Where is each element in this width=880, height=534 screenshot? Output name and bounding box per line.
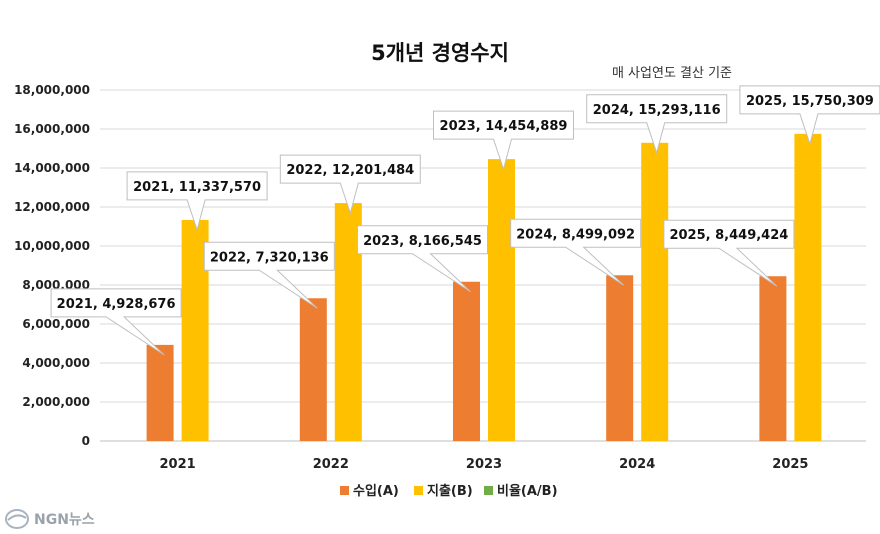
y-tick-label: 16,000,000 [14,122,90,136]
data-label-box [279,154,421,215]
data-label-box [663,219,795,287]
bar [606,275,634,441]
bar [453,281,480,441]
legend-label: 비율(A/B) [497,483,558,499]
legend-label: 지출(B) [427,483,473,499]
bar [299,298,327,441]
legend: 수입(A) 지출(B) 비율(A/B) [340,483,558,499]
bar [146,344,174,441]
data-label-box [586,94,728,155]
x-tick-label: 2021 [160,457,196,472]
data-label-box [510,218,642,286]
data-label-box [357,225,488,293]
bar [488,159,515,441]
chart-title: 5개년 경영수지 [371,41,509,65]
y-tick-label: 10,000,000 [14,239,90,253]
data-label: 2022, 7,320,136 [210,250,329,265]
y-tick-label: 14,000,000 [14,161,90,175]
legend-swatch [340,486,349,495]
x-axis: 2021 2022 2023 2024 2025 [160,457,809,472]
bar [794,133,822,442]
data-labels: 2021, 4,928,676 2021, 11,337,570 2022, 7,3… [50,85,880,356]
x-tick-label: 2022 [313,457,349,472]
x-tick-label: 2025 [772,457,808,472]
data-label: 2023, 8,166,545 [363,234,482,249]
data-label-box [126,171,268,232]
y-tick-label: 2,000,000 [22,395,90,409]
data-label-box [203,241,335,309]
data-label: 2021, 4,928,676 [57,297,176,312]
data-label-box [433,110,574,171]
data-label: 2025, 15,750,309 [746,94,874,109]
data-label: 2022, 12,201,484 [286,163,414,178]
y-tick-label: 4,000,000 [22,356,90,370]
data-label-box [50,288,182,356]
y-axis: 02,000,0004,000,0006,000,0008,000,00010,… [14,83,90,448]
data-label: 2024, 15,293,116 [593,103,721,118]
ngn-logo-icon [5,509,29,529]
bar [759,276,787,441]
bar [641,142,669,441]
data-label: 2025, 8,449,424 [669,228,788,243]
watermark-text: NGN뉴스 [34,512,95,528]
y-tick-label: 18,000,000 [14,83,90,97]
chart-subtitle: 매 사업연도 결산 기준 [612,66,732,81]
data-label: 2023, 14,454,889 [440,119,568,134]
legend-swatch [484,486,493,495]
y-tick-label: 6,000,000 [22,317,90,331]
watermark: NGN뉴스 [4,508,95,530]
legend-label: 수입(A) [353,484,399,499]
legend-swatch [414,486,423,495]
y-tick-label: 12,000,000 [14,200,90,214]
data-label: 2021, 11,337,570 [133,180,261,195]
data-label: 2024, 8,499,092 [516,227,635,242]
x-tick-label: 2023 [466,457,502,472]
x-tick-label: 2024 [619,457,655,472]
y-tick-label: 0 [82,434,90,448]
